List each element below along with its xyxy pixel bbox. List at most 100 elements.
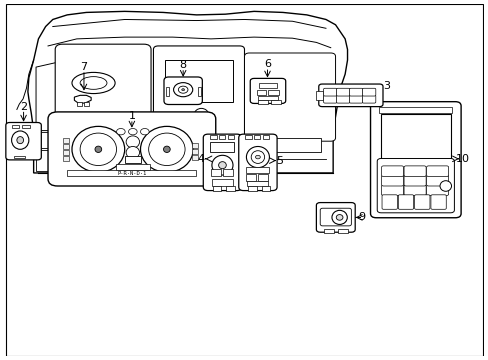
- Bar: [246, 167, 269, 173]
- FancyBboxPatch shape: [414, 195, 429, 209]
- Bar: [77, 102, 82, 106]
- FancyBboxPatch shape: [349, 95, 362, 103]
- Bar: [246, 174, 256, 181]
- Ellipse shape: [218, 162, 226, 169]
- FancyBboxPatch shape: [370, 102, 460, 218]
- FancyBboxPatch shape: [250, 78, 285, 103]
- FancyBboxPatch shape: [376, 158, 453, 213]
- Text: 2: 2: [20, 102, 27, 112]
- Bar: [261, 186, 270, 191]
- Bar: [262, 135, 268, 139]
- Bar: [316, 91, 322, 100]
- FancyBboxPatch shape: [153, 46, 244, 148]
- FancyBboxPatch shape: [163, 77, 202, 104]
- Bar: [256, 90, 265, 95]
- Text: 4: 4: [198, 154, 204, 164]
- Bar: [271, 100, 280, 104]
- Bar: [210, 142, 234, 152]
- Bar: [191, 143, 197, 148]
- Text: 9: 9: [357, 212, 364, 222]
- Ellipse shape: [439, 181, 450, 191]
- FancyBboxPatch shape: [362, 95, 375, 103]
- Ellipse shape: [126, 136, 139, 148]
- Ellipse shape: [331, 210, 346, 224]
- Bar: [210, 170, 220, 176]
- Ellipse shape: [17, 136, 23, 144]
- FancyBboxPatch shape: [403, 166, 425, 176]
- Ellipse shape: [178, 86, 187, 93]
- FancyBboxPatch shape: [55, 44, 151, 125]
- Bar: [227, 135, 233, 139]
- Text: 10: 10: [455, 154, 469, 164]
- Bar: [268, 90, 279, 95]
- Bar: [223, 170, 232, 176]
- Bar: [84, 102, 89, 106]
- Bar: [124, 156, 140, 163]
- Bar: [211, 179, 232, 186]
- Bar: [247, 181, 268, 186]
- Ellipse shape: [173, 83, 192, 97]
- Text: P·R·N·D·1: P·R·N·D·1: [117, 171, 146, 176]
- Bar: [15, 156, 25, 158]
- Bar: [191, 155, 197, 159]
- Bar: [257, 174, 267, 181]
- FancyBboxPatch shape: [430, 195, 446, 209]
- Text: 6: 6: [264, 59, 270, 69]
- FancyBboxPatch shape: [203, 134, 241, 190]
- Bar: [36, 132, 64, 148]
- Text: 5: 5: [276, 156, 283, 166]
- FancyBboxPatch shape: [323, 88, 336, 96]
- Bar: [254, 138, 321, 152]
- FancyBboxPatch shape: [403, 175, 425, 186]
- Ellipse shape: [140, 129, 149, 135]
- FancyBboxPatch shape: [381, 185, 403, 195]
- FancyBboxPatch shape: [323, 95, 336, 103]
- FancyBboxPatch shape: [362, 88, 375, 96]
- FancyBboxPatch shape: [316, 203, 354, 232]
- FancyBboxPatch shape: [318, 84, 382, 107]
- Bar: [258, 83, 277, 88]
- Text: 7: 7: [80, 62, 87, 72]
- Bar: [378, 107, 451, 113]
- Ellipse shape: [211, 155, 232, 175]
- Bar: [12, 125, 19, 128]
- Bar: [245, 135, 251, 139]
- FancyBboxPatch shape: [381, 195, 397, 209]
- Polygon shape: [28, 12, 347, 173]
- Bar: [63, 150, 69, 154]
- Bar: [257, 96, 278, 100]
- FancyBboxPatch shape: [336, 88, 349, 96]
- FancyBboxPatch shape: [398, 195, 413, 209]
- FancyBboxPatch shape: [336, 95, 349, 103]
- Bar: [226, 186, 234, 191]
- Ellipse shape: [336, 215, 342, 220]
- Ellipse shape: [182, 89, 184, 91]
- Bar: [63, 144, 69, 149]
- Bar: [63, 138, 69, 143]
- Ellipse shape: [128, 129, 137, 135]
- Ellipse shape: [140, 126, 193, 172]
- Ellipse shape: [148, 133, 184, 166]
- Bar: [248, 186, 256, 191]
- Text: 8: 8: [179, 60, 186, 70]
- Text: 1: 1: [128, 112, 135, 121]
- Bar: [212, 186, 221, 191]
- Ellipse shape: [95, 146, 102, 153]
- Bar: [191, 149, 197, 153]
- Ellipse shape: [80, 77, 107, 89]
- Ellipse shape: [194, 108, 208, 121]
- FancyBboxPatch shape: [426, 185, 447, 195]
- Bar: [165, 87, 169, 96]
- Bar: [67, 171, 195, 176]
- FancyBboxPatch shape: [349, 88, 362, 96]
- Bar: [197, 87, 201, 96]
- FancyBboxPatch shape: [320, 208, 351, 226]
- Ellipse shape: [251, 151, 264, 163]
- FancyBboxPatch shape: [238, 134, 277, 190]
- Bar: [338, 229, 347, 233]
- FancyBboxPatch shape: [48, 112, 215, 186]
- Bar: [210, 135, 216, 139]
- FancyBboxPatch shape: [381, 175, 403, 186]
- Ellipse shape: [163, 146, 170, 153]
- FancyBboxPatch shape: [381, 166, 403, 176]
